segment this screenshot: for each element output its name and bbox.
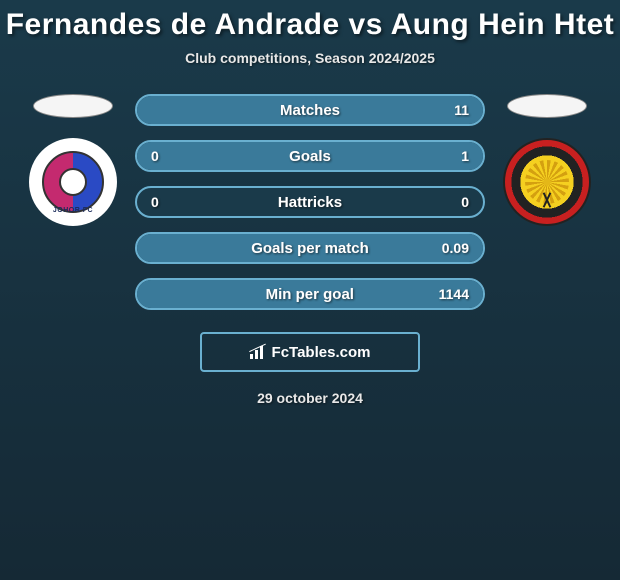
stat-right-value: 0.09 [439, 240, 469, 256]
page-title: Fernandes de Andrade vs Aung Hein Htet [6, 8, 615, 42]
stat-right-value: 11 [439, 102, 469, 118]
stat-left-value: 0 [151, 148, 181, 164]
right-team-label: P.B.N.S [535, 148, 559, 155]
right-team-badge-icon: P.B.N.S [503, 138, 591, 226]
stat-row: Min per goal 1144 [135, 278, 485, 310]
right-player-col: P.B.N.S [497, 94, 597, 226]
stat-row: Matches 11 [135, 94, 485, 126]
stat-right-value: 1144 [439, 286, 469, 302]
stat-label: Min per goal [266, 286, 354, 303]
stat-left-value: 0 [151, 194, 181, 210]
stat-row: 0 Goals 1 [135, 140, 485, 172]
right-flag-icon [507, 94, 587, 118]
stat-label: Hattricks [278, 194, 342, 211]
left-team-label: JOHOR FC [53, 207, 93, 214]
brand-text: FcTables.com [272, 344, 371, 361]
stat-label: Goals per match [251, 240, 369, 257]
left-player-col: JOHOR FC [23, 94, 123, 226]
stat-row: Goals per match 0.09 [135, 232, 485, 264]
date-text: 29 october 2024 [257, 390, 363, 406]
stat-right-value: 0 [439, 194, 469, 210]
stat-label: Matches [280, 102, 340, 119]
brand-box[interactable]: FcTables.com [200, 332, 420, 372]
stat-row: 0 Hattricks 0 [135, 186, 485, 218]
stat-right-value: 1 [439, 148, 469, 164]
comparison-row: JOHOR FC Matches 11 0 Goals 1 0 Hattricks 0 Goal… [0, 94, 620, 310]
left-flag-icon [33, 94, 113, 118]
left-team-badge-icon: JOHOR FC [29, 138, 117, 226]
stats-column: Matches 11 0 Goals 1 0 Hattricks 0 Goals per mat… [135, 94, 485, 310]
season-subtitle: Club competitions, Season 2024/2025 [185, 50, 435, 66]
stat-label: Goals [289, 148, 331, 165]
chart-icon [250, 345, 268, 359]
